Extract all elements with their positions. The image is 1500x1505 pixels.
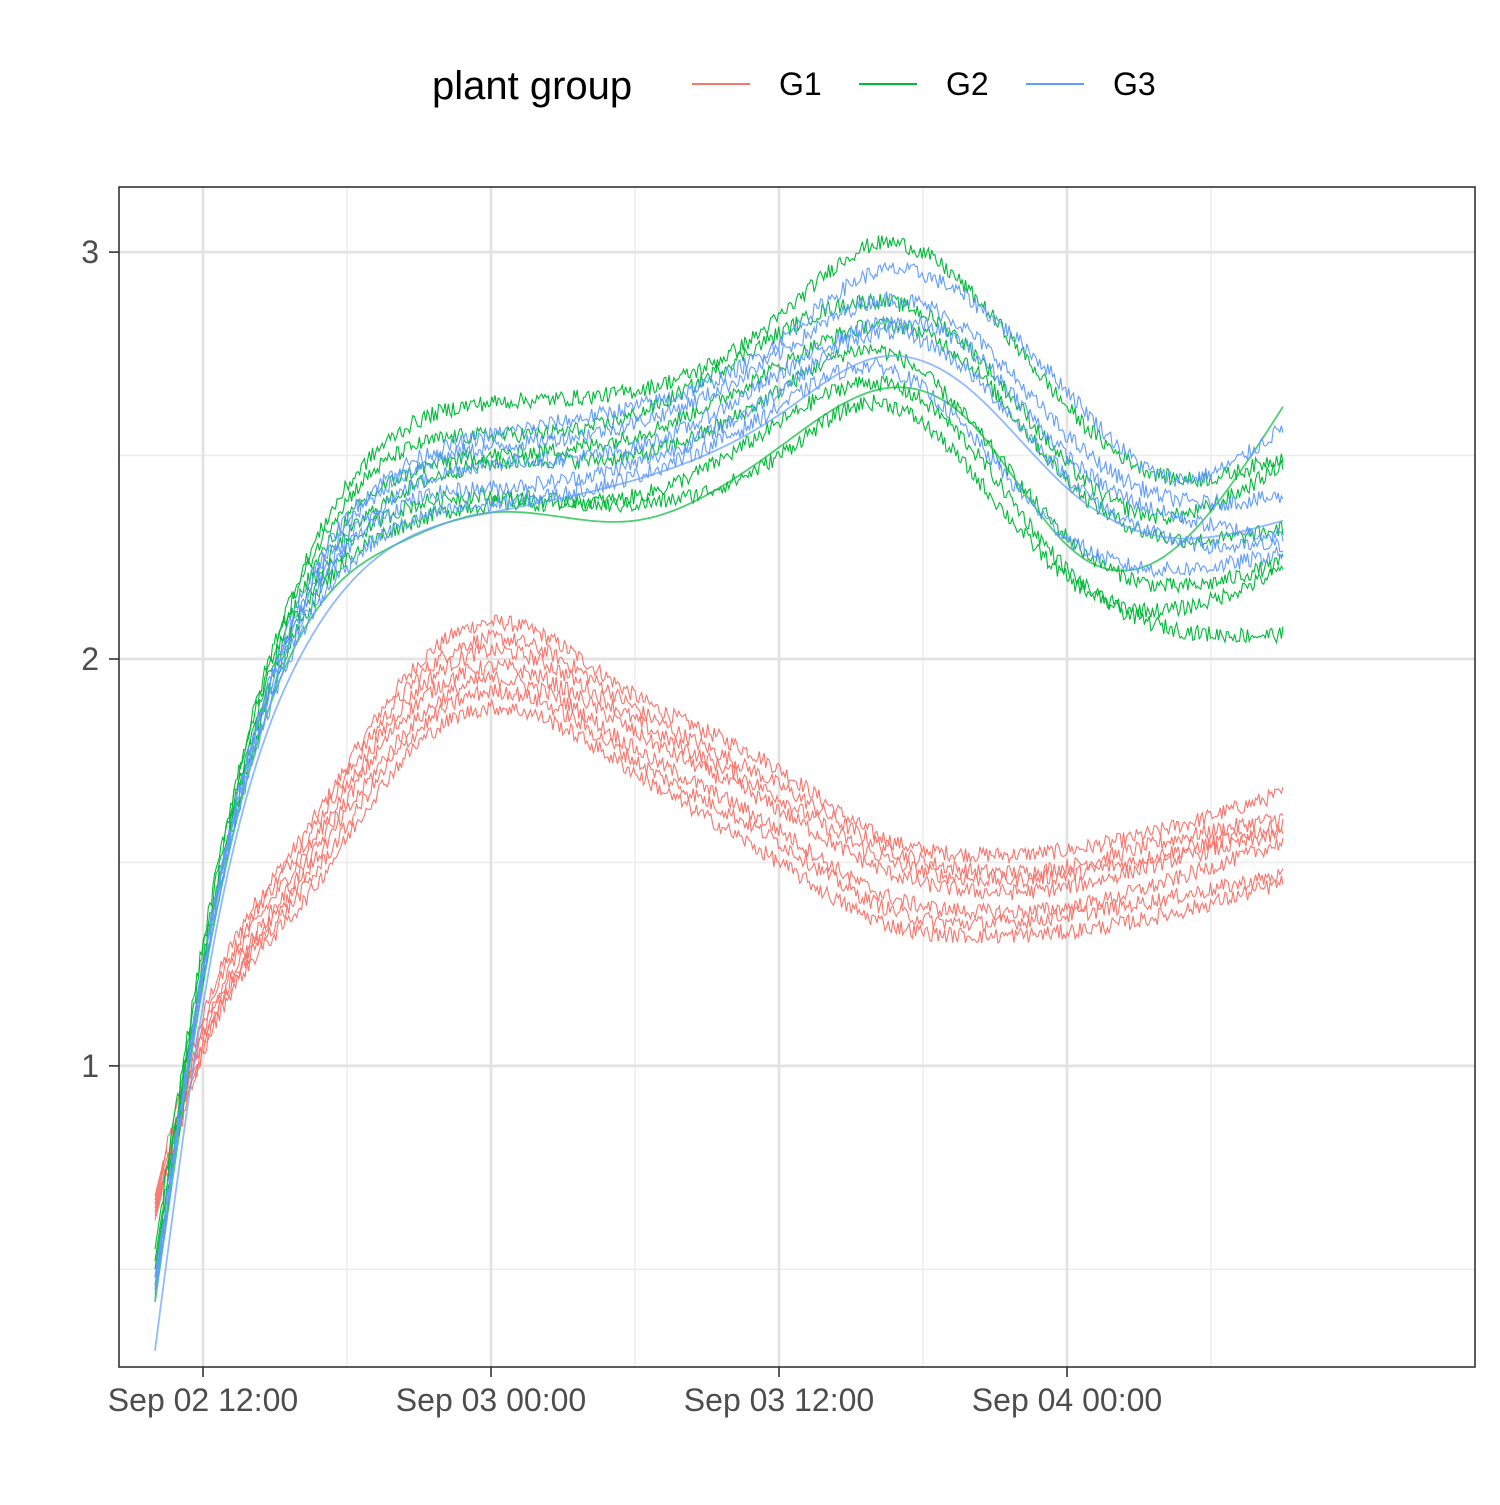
series-line-g2-7 [154, 235, 1284, 1250]
panel-border [118, 186, 1476, 1368]
x-tick-label: Sep 03 00:00 [396, 1382, 586, 1418]
x-tick-label: Sep 04 00:00 [972, 1382, 1162, 1418]
legend-label: G1 [779, 66, 822, 102]
legend-entry-g1: G1 [692, 66, 822, 102]
legend-title: plant group [432, 64, 632, 108]
series-line-g3-15 [154, 290, 1284, 1286]
y-axis-tick-labels: 1 2 3 [81, 234, 99, 1084]
x-tick-label: Sep 02 12:00 [108, 1382, 298, 1418]
series-lines [154, 235, 1284, 1351]
series-line-g2-9 [154, 316, 1284, 1270]
axis-ticks [109, 251, 1068, 1377]
series-line-g1-0 [154, 614, 1284, 1197]
legend-entry-g2: G2 [859, 66, 989, 102]
x-tick-label: Sep 03 12:00 [684, 1382, 874, 1418]
y-tick-label: 2 [81, 641, 99, 677]
series-line-g3-16 [154, 315, 1284, 1290]
series-line-g3-17 [154, 323, 1284, 1294]
series-line-g1-5 [154, 683, 1284, 1217]
legend: plant group G1 G2 G3 [432, 64, 1156, 108]
series-line-g2-13 [154, 386, 1284, 1303]
series-line-g1-2 [154, 642, 1284, 1205]
series-line-g1-6 [154, 698, 1284, 1221]
x-axis-tick-labels: Sep 02 12:00 Sep 03 00:00 Sep 03 12:00 Sep … [108, 1382, 1162, 1418]
minor-gridlines [119, 187, 1475, 1367]
series-line-g3-14 [154, 261, 1284, 1278]
series-line-g2-12 [154, 394, 1284, 1290]
legend-label: G2 [946, 66, 989, 102]
series-line-g1-4 [154, 670, 1284, 1213]
series-line-g2-8 [154, 292, 1284, 1262]
series-line-g1-1 [154, 628, 1284, 1201]
y-tick-label: 3 [81, 234, 99, 270]
major-gridlines [119, 187, 1475, 1367]
series-line-g3-18 [154, 357, 1284, 1298]
legend-entry-g3: G3 [1026, 66, 1156, 102]
series-line-g3-19 [154, 354, 1284, 1351]
series-line-g1-3 [154, 658, 1284, 1209]
y-tick-label: 1 [81, 1048, 99, 1084]
legend-label: G3 [1113, 66, 1156, 102]
